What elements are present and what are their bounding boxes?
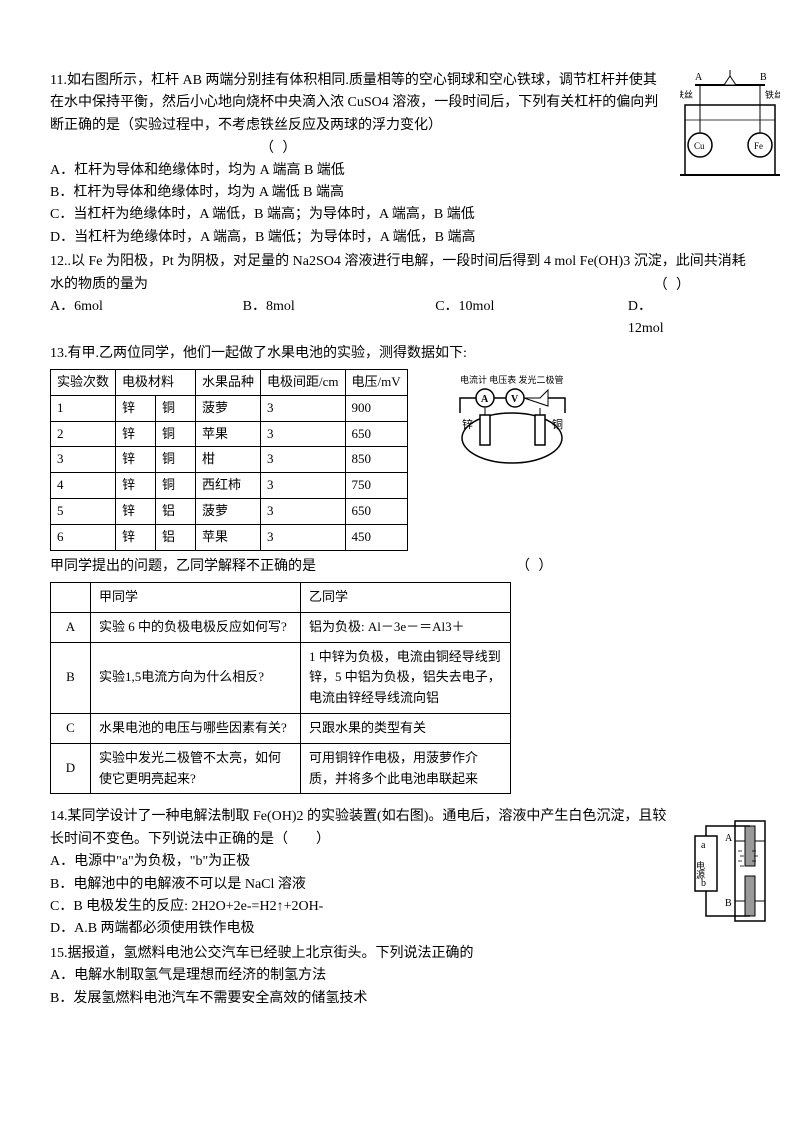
q11-paren: （ ） [60,137,750,159]
q15-text: 15.据报道，氢燃料电池公交汽车已经驶上北京街头。下列说法正确的 [50,943,750,965]
q12-opt-d[interactable]: D．12mol [628,296,670,341]
q12-opt-b[interactable]: B．8mol [243,296,356,341]
q12-opt-a[interactable]: A．6mol [50,296,163,341]
q13-explanation-table: 甲同学 乙同学 A实验 6 中的负极电极反应如何写?铝为负极: Al－3e－＝A… [50,582,511,794]
q12-opt-c[interactable]: C．10mol [435,296,548,341]
question-12: 12..以 Fe 为阳极，Pt 为阴极，对足量的 Na2SO4 溶液进行电解，一… [50,251,750,341]
svg-text:b: b [701,878,706,889]
svg-text:铁丝: 铁丝 [765,89,780,100]
svg-text:B: B [725,898,732,909]
svg-text:Fe: Fe [754,141,763,151]
q14-diagram: a 电源 b A B [690,806,770,936]
svg-text:a: a [701,840,706,851]
question-14: a 电源 b A B 14.某同学设计了一种电解法制取 Fe(OH)2 的实验装… [50,806,750,940]
table-row[interactable]: B实验1,5电流方向为什么相反?1 中锌为负极，电流由铜经导线到锌，5 中铝为负… [51,642,511,713]
q11-opt-a[interactable]: A．杠杆为导体和绝缘体时，均为 A 端高 B 端低 [50,160,750,182]
svg-text:A: A [481,394,489,405]
q13-text: 13.有甲.乙两位同学，他们一起做了水果电池的实验，测得数据如下: [50,343,750,365]
svg-text:铜: 铜 [552,417,563,431]
table-row[interactable]: C水果电池的电压与哪些因素有关?只跟水果的类型有关 [51,714,511,744]
q14-opt-a[interactable]: A．电源中"a"为负极，"b"为正极 [50,851,750,873]
th: 电极间距/cm [261,370,346,396]
q15-opt-a[interactable]: A．电解水制取氢气是理想而经济的制氢方法 [50,965,750,987]
th: 电压/mV [345,370,407,396]
table-row[interactable]: D实验中发光二极管不太亮，如何使它更明亮起来?可用铜锌作电极，用菠萝作介质，并将… [51,743,511,794]
q12-options: A．6mol B．8mol C．10mol D．12mol [50,296,750,341]
q11-opt-d[interactable]: D．当杠杆为绝缘体时，A 端高，B 端低；为导体时，A 端低，B 端高 [50,227,750,249]
q14-opt-c[interactable]: C．B 电极发生的反应: 2H2O+2e-=H2↑+2OH- [50,896,750,918]
svg-text:电流计 电压表 发光二极管: 电流计 电压表 发光二极管 [460,374,564,385]
q13-paren: （ ） [516,558,552,574]
table-header-row: 甲同学 乙同学 [51,583,511,613]
table-header-row: 实验次数 电极材料 水果品种 电极间距/cm 电压/mV [51,370,408,396]
q14-opt-d[interactable]: D．A.B 两端都必须使用铁作电极 [50,918,750,940]
table-row: 1锌铜菠萝3900 [51,395,408,421]
q11-diagram: A B 铁丝 铁丝 Cu Fe [680,70,780,180]
th: 乙同学 [301,583,511,613]
svg-text:B: B [760,72,767,83]
svg-text:铁丝: 铁丝 [680,89,693,100]
th: 水果品种 [196,370,261,396]
th: 甲同学 [91,583,301,613]
q11-options: A．杠杆为导体和绝缘体时，均为 A 端高 B 端低 B．杠杆为导体和绝缘体时，均… [50,160,750,250]
table-row: 6锌铝苹果3450 [51,524,408,550]
svg-text:Cu: Cu [694,141,705,151]
th: 电极材料 [116,370,196,396]
q11-text: 11.如右图所示，杠杆 AB 两端分别挂有体积相同.质量相等的空心铜球和空心铁球… [50,70,750,137]
q14-text: 14.某同学设计了一种电解法制取 Fe(OH)2 的实验装置(如右图)。通电后，… [50,806,750,851]
q15-options: A．电解水制取氢气是理想而经济的制氢方法 B．发展氢燃料电池汽车不需要安全高效的… [50,965,750,1010]
svg-text:A: A [725,833,733,844]
q13-circuit-diagram: 电流计 电压表 发光二极管 A V 锌 铜 [440,373,620,473]
table-row[interactable]: A实验 6 中的负极电极反应如何写?铝为负极: Al－3e－＝Al3＋ [51,612,511,642]
q11-opt-c[interactable]: C．当杠杆为绝缘体时，A 端低，B 端高；为导体时，A 端高，B 端低 [50,204,750,226]
q14-options: A．电源中"a"为负极，"b"为正极 B．电解池中的电解液不可以是 NaCl 溶… [50,851,750,941]
th [51,583,91,613]
table-row: 3锌铜柑3850 [51,447,408,473]
q13-data-table: 实验次数 电极材料 水果品种 电极间距/cm 电压/mV 1锌铜菠萝3900 2… [50,369,408,551]
svg-text:锌: 锌 [462,417,473,431]
question-15: 15.据报道，氢燃料电池公交汽车已经驶上北京街头。下列说法正确的 A．电解水制取… [50,943,750,1010]
svg-text:电源: 电源 [695,860,705,880]
q14-opt-b[interactable]: B．电解池中的电解液不可以是 NaCl 溶液 [50,874,750,896]
svg-text:A: A [695,72,703,83]
th: 实验次数 [51,370,116,396]
q11-opt-b[interactable]: B．杠杆为导体和绝缘体时，均为 A 端低 B 端高 [50,182,750,204]
table-row: 5锌铝菠萝3650 [51,499,408,525]
question-11: A B 铁丝 铁丝 Cu Fe 11.如右图所示，杠杆 AB 两端分别挂有体积相… [50,70,750,249]
q13-mid: 甲同学提出的问题，乙同学解释不正确的是（ ） [50,555,750,578]
svg-text:V: V [511,394,519,405]
q12-text: 12..以 Fe 为阳极，Pt 为阴极，对足量的 Na2SO4 溶液进行电解，一… [50,251,750,296]
table-row: 2锌铜苹果3650 [51,421,408,447]
question-13: 13.有甲.乙两位同学，他们一起做了水果电池的实验，测得数据如下: 电流计 电压… [50,343,750,795]
q12-paren: （ ） [654,274,690,296]
table-row: 4锌铜西红柿3750 [51,473,408,499]
q15-opt-b[interactable]: B．发展氢燃料电池汽车不需要安全高效的储氢技术 [50,988,750,1010]
